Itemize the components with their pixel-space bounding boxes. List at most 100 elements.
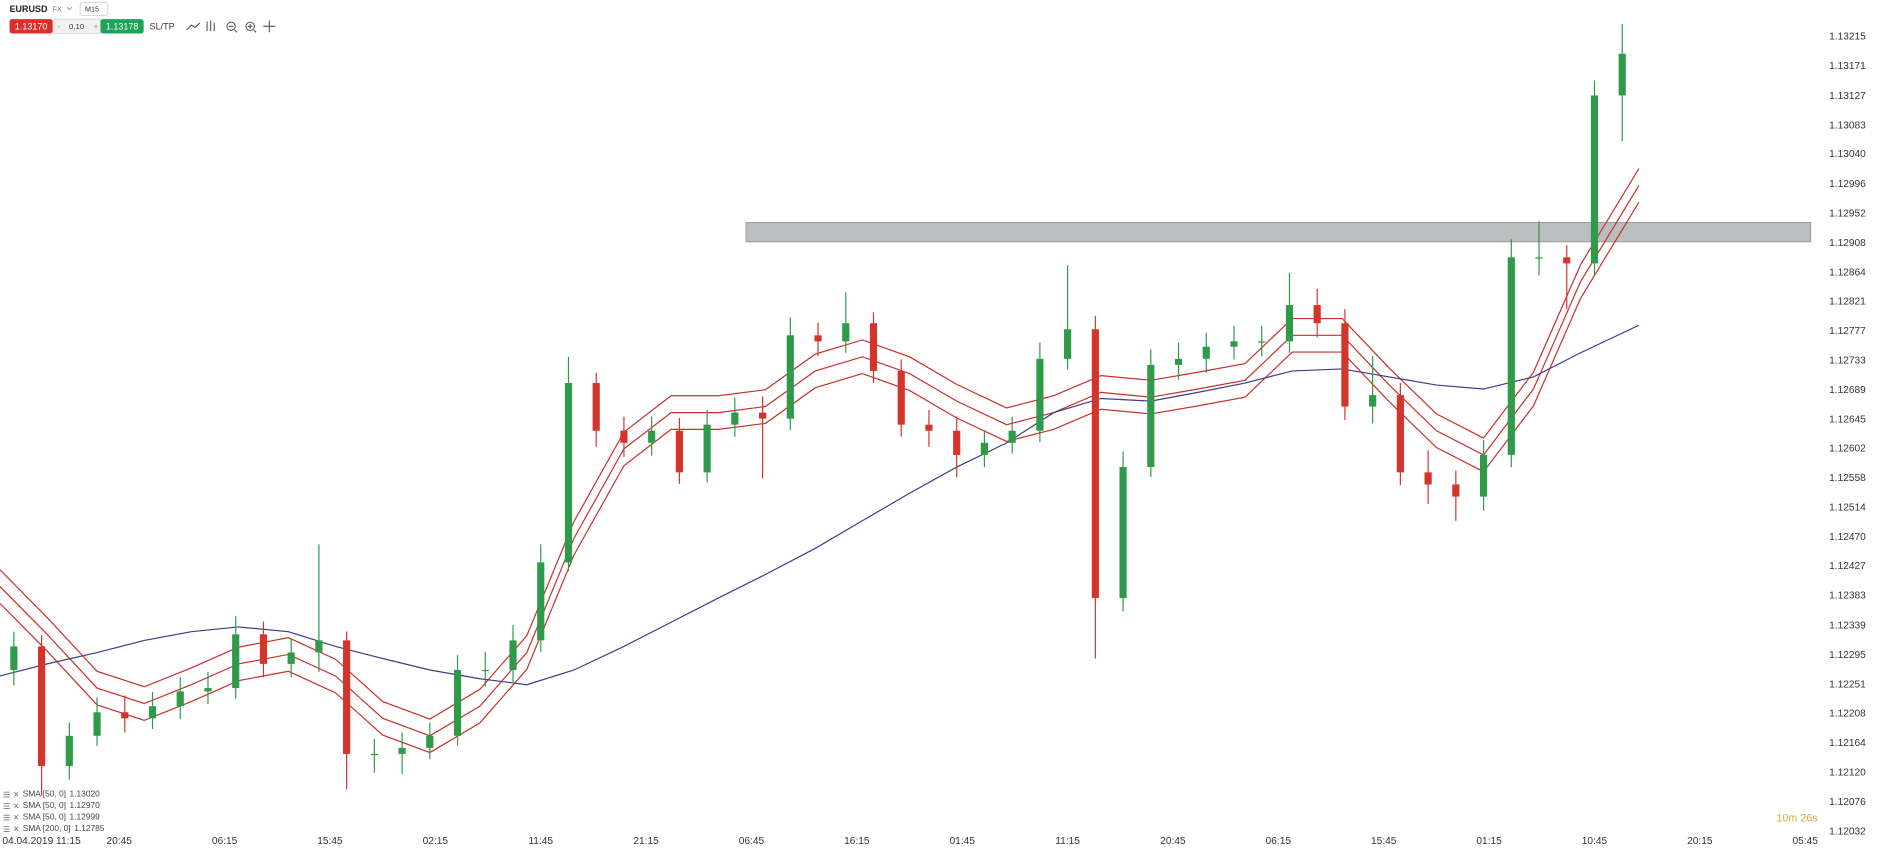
candle-body <box>1507 257 1515 455</box>
y-tick-label: 1.12733 <box>1829 356 1866 367</box>
sma-line <box>0 168 1640 720</box>
x-tick-label: 06:45 <box>739 836 765 847</box>
y-tick-label: 1.12383 <box>1829 591 1866 602</box>
candle-body <box>1008 430 1016 443</box>
candle-body <box>426 735 434 748</box>
line-chart-icon[interactable] <box>186 22 201 31</box>
candle-body <box>592 383 600 431</box>
y-tick-label: 1.12996 <box>1829 179 1866 190</box>
legend-menu-icon <box>3 803 10 809</box>
candle-body <box>1202 346 1210 359</box>
timeframe[interactable]: M15 <box>85 5 99 13</box>
sltp[interactable]: SL/TP <box>150 21 175 31</box>
x-tick-label: 11:15 <box>1055 836 1080 847</box>
y-tick-label: 1.12120 <box>1829 767 1866 778</box>
plus[interactable]: + <box>93 21 98 31</box>
x-tick-label: 10:45 <box>1582 836 1608 847</box>
x-tick-label: 11:45 <box>528 836 553 847</box>
candle-body <box>1369 395 1377 407</box>
candle-body <box>1563 257 1571 264</box>
candle-body <box>232 634 240 689</box>
y-tick-label: 1.13127 <box>1829 91 1866 102</box>
zoom-in-icon[interactable] <box>245 21 255 32</box>
x-tick-label: 04.04.2019 11:15 <box>2 836 81 847</box>
sma-line <box>0 201 1640 754</box>
candle-body <box>1313 305 1321 324</box>
countdown: 10m 26s <box>1776 812 1817 824</box>
y-tick-label: 1.12076 <box>1829 797 1866 808</box>
legend-value: 1.12785 <box>74 823 105 833</box>
candle-body <box>1396 395 1404 473</box>
candle-body <box>1618 53 1626 96</box>
candle-body <box>925 424 933 431</box>
symbol[interactable]: EURUSD <box>10 4 48 14</box>
candle-body <box>10 646 18 670</box>
legend-entry: SMA [200, 0] 1.12785 <box>23 823 105 833</box>
buy-price[interactable]: 1.13178 <box>106 21 138 31</box>
candle-body <box>509 640 517 670</box>
candle-body <box>842 323 850 342</box>
x-tick-label: 01:45 <box>950 836 976 847</box>
candle-icon[interactable] <box>206 20 215 32</box>
candle-body <box>1147 364 1155 468</box>
candle-body <box>259 634 268 664</box>
x-tick-label: 20:45 <box>1160 836 1186 847</box>
candle-body <box>564 383 573 563</box>
x-tick-label: 20:45 <box>107 836 133 847</box>
y-tick-label: 1.13215 <box>1829 32 1866 43</box>
candle-body <box>758 412 767 419</box>
sell-button[interactable] <box>9 19 53 34</box>
x-tick-label: 06:15 <box>1266 836 1292 847</box>
legend-close-icon <box>14 803 19 809</box>
candle-body <box>953 430 961 455</box>
spread: 0.10 <box>69 22 85 31</box>
timeframe-box[interactable] <box>79 1 109 17</box>
candle-body <box>1064 329 1072 359</box>
y-tick-label: 1.12514 <box>1829 503 1866 514</box>
legend-name: SMA [50, 0] <box>23 789 66 799</box>
dropdown-icon <box>66 6 73 11</box>
y-tick-label: 1.12777 <box>1829 326 1866 337</box>
candle-body <box>537 562 545 641</box>
y-tick-label: 1.12602 <box>1829 444 1866 455</box>
plot-area <box>0 24 1812 837</box>
candle-body <box>1479 454 1488 497</box>
legend-close-icon <box>14 791 19 797</box>
candle-body <box>93 712 101 736</box>
candle-body <box>1258 341 1266 343</box>
y-tick-label: 1.12339 <box>1829 620 1866 631</box>
candle-body <box>620 430 628 443</box>
x-tick-label: 05:45 <box>1793 836 1819 847</box>
y-tick-label: 1.12032 <box>1829 827 1866 838</box>
legend-menu-icon <box>3 791 10 798</box>
candle-body <box>343 640 351 754</box>
crosshair-icon[interactable] <box>263 20 276 33</box>
x-tick-label: 20:15 <box>1687 836 1713 847</box>
legend-value: 1.13020 <box>70 789 101 799</box>
y-tick-label: 1.12821 <box>1829 296 1866 307</box>
candle-body <box>675 430 683 473</box>
y-tick-label: 1.12645 <box>1829 415 1866 426</box>
candle-body <box>897 370 905 425</box>
candle-body <box>980 442 989 455</box>
legend-value: 1.12970 <box>70 800 101 810</box>
legend-entry: SMA [50, 0] 1.12999 <box>23 812 100 822</box>
candle-body <box>1036 358 1044 431</box>
legend-menu-icon <box>3 826 10 832</box>
candle-body <box>1341 323 1349 407</box>
buy-button[interactable] <box>100 19 144 34</box>
x-tick-label: 15:45 <box>1371 836 1397 847</box>
legend-value: 1.12999 <box>70 812 101 822</box>
zoom-out-icon[interactable] <box>226 21 236 32</box>
x-tick-label: 06:15 <box>212 836 238 847</box>
sell-price[interactable]: 1.13170 <box>15 21 47 31</box>
y-tick-label: 1.12208 <box>1829 708 1866 719</box>
candle-body <box>1452 484 1460 497</box>
minus[interactable]: - <box>57 21 60 31</box>
candle-body <box>148 706 157 719</box>
y-tick-label: 1.12427 <box>1829 561 1866 572</box>
legend-name: SMA [50, 0] <box>23 812 66 822</box>
toolbar-icons <box>186 20 276 33</box>
candle-body <box>481 669 489 672</box>
